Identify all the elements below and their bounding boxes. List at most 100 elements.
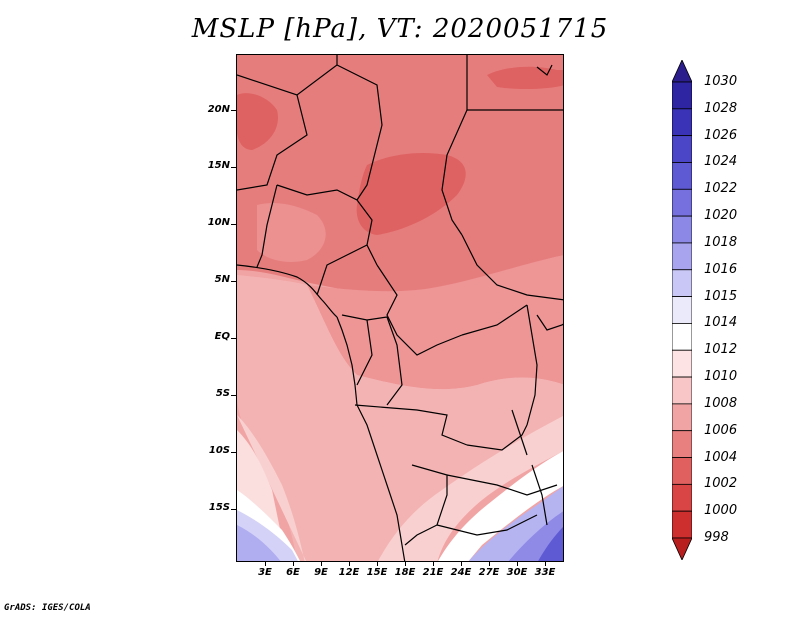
colorbar-swatch bbox=[671, 430, 693, 458]
colorbar-label: 1022 bbox=[704, 181, 738, 197]
field-1008-patch bbox=[257, 203, 326, 262]
field-1004-west bbox=[237, 93, 278, 150]
colorbar-arrow-bottom bbox=[671, 537, 693, 561]
border-zambia-north bbox=[466, 424, 528, 451]
lat-label: 5S bbox=[215, 388, 230, 399]
lon-tick bbox=[433, 561, 434, 566]
border-gabon bbox=[356, 319, 373, 386]
colorbar-swatch bbox=[671, 188, 693, 217]
colorbar-swatches bbox=[671, 59, 693, 561]
colorbar-label: 1012 bbox=[704, 342, 738, 358]
border-car bbox=[376, 264, 463, 356]
lat-label: 10S bbox=[208, 445, 230, 456]
colorbar-label: 1030 bbox=[704, 74, 738, 89]
lon-tick bbox=[349, 561, 350, 566]
pressure-field bbox=[237, 55, 563, 561]
colorbar-swatch bbox=[671, 269, 693, 297]
coast-gulf-guinea bbox=[237, 264, 338, 318]
lat-label: 5N bbox=[214, 274, 230, 285]
colorbar-label: 1002 bbox=[704, 476, 738, 492]
border-south-sudan bbox=[461, 234, 563, 301]
colorbar bbox=[671, 59, 693, 564]
lat-tick bbox=[231, 167, 236, 168]
map-title: MSLP [hPa], VT: 2020051715 bbox=[191, 14, 609, 44]
border-angola-north bbox=[354, 404, 468, 446]
lon-tick bbox=[461, 561, 462, 566]
country-borders bbox=[237, 55, 563, 561]
border-mali bbox=[237, 94, 308, 191]
grads-credit: GrADS: IGES/COLA bbox=[4, 603, 91, 613]
colorbar-label: 1026 bbox=[704, 127, 738, 143]
colorbar-arrow-top bbox=[671, 59, 693, 83]
border-niger-chad bbox=[336, 64, 383, 201]
border-congo bbox=[386, 316, 403, 406]
colorbar-swatch bbox=[671, 81, 693, 110]
lon-tick bbox=[517, 561, 518, 566]
coast-west-africa bbox=[336, 316, 406, 561]
border-angola-south bbox=[404, 464, 448, 546]
colorbar-swatch bbox=[671, 457, 693, 485]
border-cameroon bbox=[316, 244, 368, 296]
lat-tick bbox=[231, 452, 236, 453]
lake-tanganyika bbox=[511, 409, 528, 456]
colorbar-swatch bbox=[671, 349, 693, 378]
colorbar-label: 1018 bbox=[704, 234, 738, 250]
lon-label: 24E bbox=[450, 567, 472, 578]
field-1022-east bbox=[538, 527, 563, 561]
lat-label: 15S bbox=[208, 502, 230, 513]
lon-label: 30E bbox=[506, 567, 528, 578]
colorbar-swatch bbox=[671, 108, 693, 137]
lake-malawi bbox=[531, 464, 548, 526]
lat-tick bbox=[231, 281, 236, 282]
colorbar-label: 1008 bbox=[704, 395, 738, 411]
colorbar-label: 1004 bbox=[704, 449, 738, 465]
colorbar-label: 1015 bbox=[704, 288, 738, 304]
colorbar-label: 1014 bbox=[704, 315, 738, 331]
lat-label: 20N bbox=[207, 104, 230, 115]
colorbar-swatch bbox=[671, 510, 693, 539]
lat-tick bbox=[231, 509, 236, 510]
pressure-map bbox=[236, 54, 564, 562]
border-drc-east bbox=[526, 304, 538, 426]
lon-tick bbox=[545, 561, 546, 566]
colorbar-label: 998 bbox=[704, 530, 729, 545]
colorbar-swatch bbox=[671, 215, 693, 244]
lake-victoria bbox=[536, 314, 563, 331]
colorbar-swatch bbox=[671, 242, 693, 271]
lon-label: 15E bbox=[366, 567, 388, 578]
lon-label: 6E bbox=[286, 567, 300, 578]
colorbar-swatch bbox=[671, 135, 693, 163]
lat-tick bbox=[231, 224, 236, 225]
border-niger-north bbox=[237, 55, 338, 96]
lat-label: 15N bbox=[207, 160, 230, 171]
lon-label: 9E bbox=[314, 567, 328, 578]
field-1010 bbox=[237, 275, 563, 561]
field-1004-chad bbox=[356, 153, 466, 235]
colorbar-label: 1016 bbox=[704, 261, 738, 277]
lat-label: EQ bbox=[214, 331, 230, 342]
colorbar-label: 1024 bbox=[704, 154, 738, 170]
colorbar-label: 1028 bbox=[704, 100, 738, 116]
lon-label: 33E bbox=[534, 567, 556, 578]
border-drc-north bbox=[461, 304, 528, 336]
lat-tick bbox=[231, 338, 236, 339]
colorbar-label: 1006 bbox=[704, 422, 738, 438]
lon-tick bbox=[489, 561, 490, 566]
border-chad-sudan bbox=[441, 109, 468, 236]
lon-label: 3E bbox=[258, 567, 272, 578]
lon-tick bbox=[265, 561, 266, 566]
lon-tick bbox=[321, 561, 322, 566]
field-1018-west bbox=[237, 525, 281, 561]
colorbar-swatch bbox=[671, 296, 693, 324]
colorbar-swatch bbox=[671, 376, 693, 405]
colorbar-label: 1020 bbox=[704, 208, 738, 224]
lon-label: 12E bbox=[338, 567, 360, 578]
lon-label: 21E bbox=[422, 567, 444, 578]
lon-label: 27E bbox=[478, 567, 500, 578]
lon-tick bbox=[293, 561, 294, 566]
lat-label: 10N bbox=[207, 217, 230, 228]
border-zimbabwe bbox=[436, 514, 538, 536]
colorbar-label: 1000 bbox=[704, 503, 738, 519]
lat-tick bbox=[231, 395, 236, 396]
colorbar-swatch bbox=[671, 483, 693, 512]
